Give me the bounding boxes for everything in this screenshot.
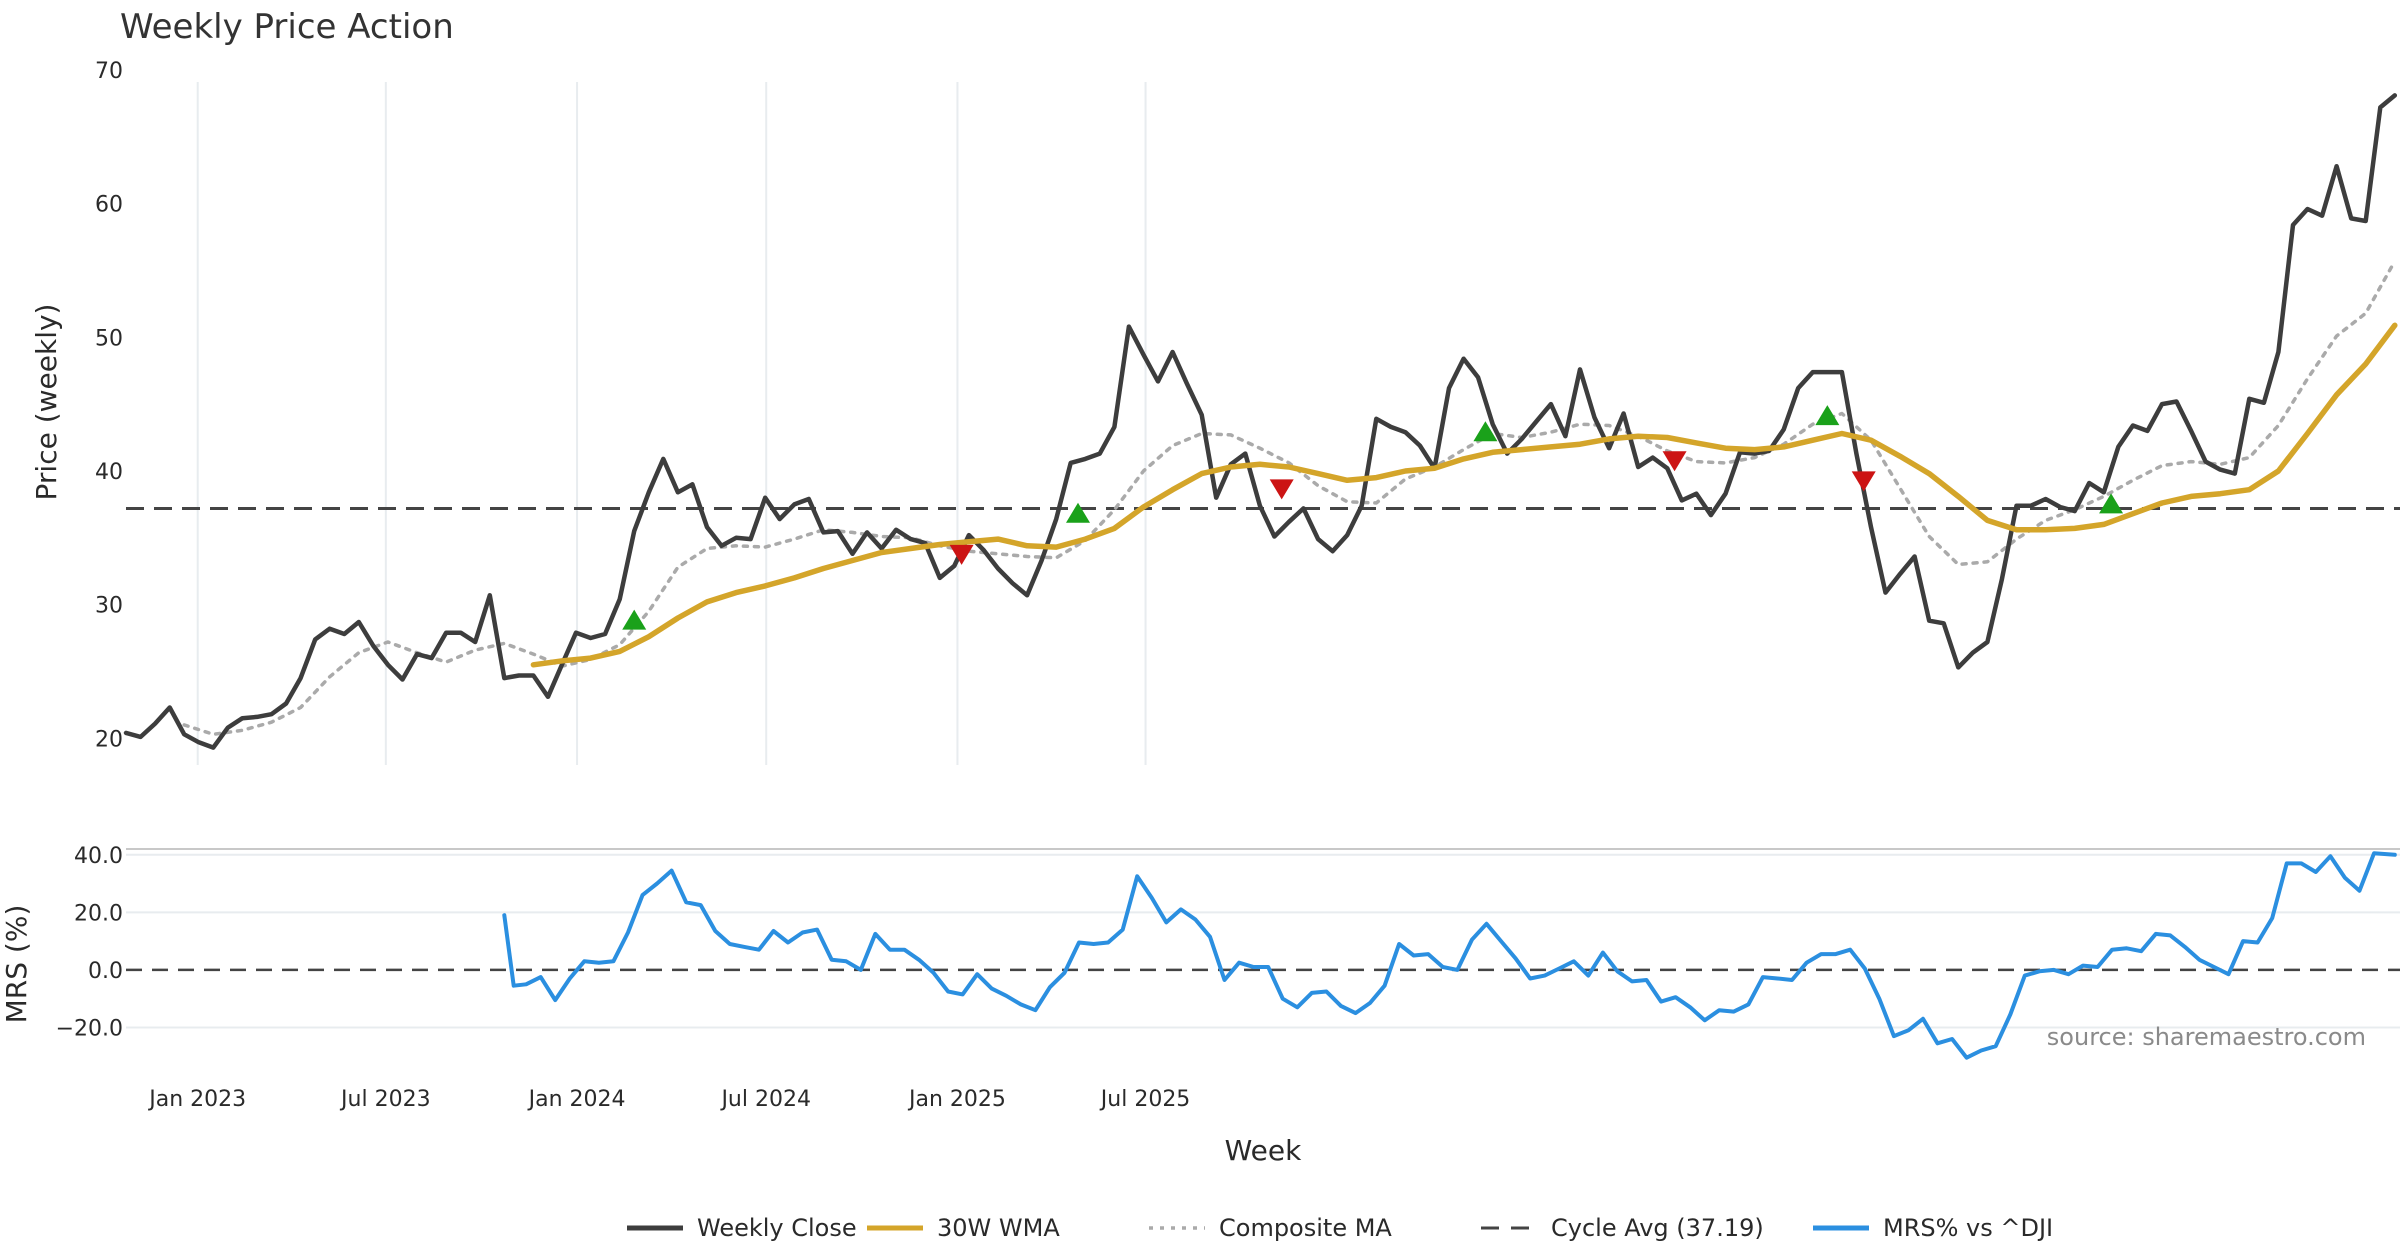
sell-signal-marker bbox=[949, 544, 974, 565]
price-y-tick-label: 20 bbox=[95, 727, 123, 752]
price-y-tick-label: 30 bbox=[95, 594, 123, 619]
price-y-tick-label: 40 bbox=[95, 460, 123, 485]
legend-item-wma: 30W WMA bbox=[867, 1214, 1060, 1242]
chart-title: Weekly Price Action bbox=[120, 7, 454, 47]
price-series bbox=[123, 93, 2398, 750]
buy-signal-marker bbox=[1066, 502, 1091, 523]
legend-label: 30W WMA bbox=[937, 1214, 1060, 1242]
mrs-y-tick-label: 40.0 bbox=[74, 844, 123, 869]
mrs-grid bbox=[126, 853, 2400, 1029]
x-tick-label: Jan 2025 bbox=[907, 1087, 1006, 1112]
price-y-ticks: 20 30 40 50 60 70 bbox=[95, 59, 123, 752]
sell-signal-marker bbox=[1269, 479, 1294, 500]
series-line-composite bbox=[182, 259, 2397, 737]
sell-signal-marker bbox=[1662, 451, 1687, 472]
x-tick-label: Jul 2025 bbox=[1099, 1087, 1191, 1112]
legend-label: Cycle Avg (37.19) bbox=[1551, 1214, 1764, 1242]
x-axis-ticks: Jan 2023 Jul 2023 Jan 2024 Jul 2024 Jan 2025… bbox=[147, 1087, 1190, 1112]
legend-item-close: Weekly Close bbox=[627, 1214, 857, 1242]
signal-markers bbox=[622, 405, 2124, 630]
legend-item-cycle: Cycle Avg (37.19) bbox=[1481, 1214, 1764, 1242]
x-tick-label: Jul 2023 bbox=[339, 1087, 431, 1112]
price-y-axis-label: Price (weekly) bbox=[30, 304, 63, 501]
buy-signal-marker bbox=[2099, 493, 2124, 514]
legend-item-composite: Composite MA bbox=[1149, 1214, 1392, 1242]
price-y-tick-label: 60 bbox=[95, 193, 123, 218]
legend-item-mrs: MRS% vs ^DJI bbox=[1813, 1214, 2053, 1242]
mrs-y-tick-label: 0.0 bbox=[88, 959, 123, 984]
mrs-y-tick-label: −20.0 bbox=[56, 1016, 123, 1041]
mrs-series bbox=[502, 851, 2397, 1060]
x-axis-label: Week bbox=[1225, 1134, 1302, 1167]
buy-signal-marker bbox=[622, 609, 647, 630]
series-line-close bbox=[123, 93, 2398, 750]
legend-label: MRS% vs ^DJI bbox=[1883, 1214, 2053, 1242]
mrs-y-ticks: 40.0 20.0 0.0 −20.0 bbox=[56, 844, 123, 1042]
buy-signal-marker bbox=[1815, 405, 1840, 426]
source-annotation: source: sharemaestro.com bbox=[2047, 1023, 2366, 1051]
x-tick-label: Jan 2024 bbox=[527, 1087, 626, 1112]
legend-label: Composite MA bbox=[1219, 1214, 1392, 1242]
sell-signal-marker bbox=[1851, 471, 1876, 492]
x-tick-label: Jan 2023 bbox=[147, 1087, 246, 1112]
legend: Weekly Close 30W WMA Composite MA Cycle Avg… bbox=[627, 1214, 2053, 1242]
series-line-mrs bbox=[502, 851, 2397, 1060]
legend-label: Weekly Close bbox=[697, 1214, 857, 1242]
mrs-y-axis-label: MRS (%) bbox=[0, 905, 33, 1024]
price-y-tick-label: 70 bbox=[95, 59, 123, 84]
series-line-wma bbox=[530, 322, 2398, 668]
x-tick-label: Jul 2024 bbox=[719, 1087, 811, 1112]
buy-signal-marker bbox=[1473, 421, 1498, 442]
mrs-y-tick-label: 20.0 bbox=[74, 901, 123, 926]
price-grid bbox=[196, 82, 1147, 765]
price-y-tick-label: 50 bbox=[95, 326, 123, 351]
